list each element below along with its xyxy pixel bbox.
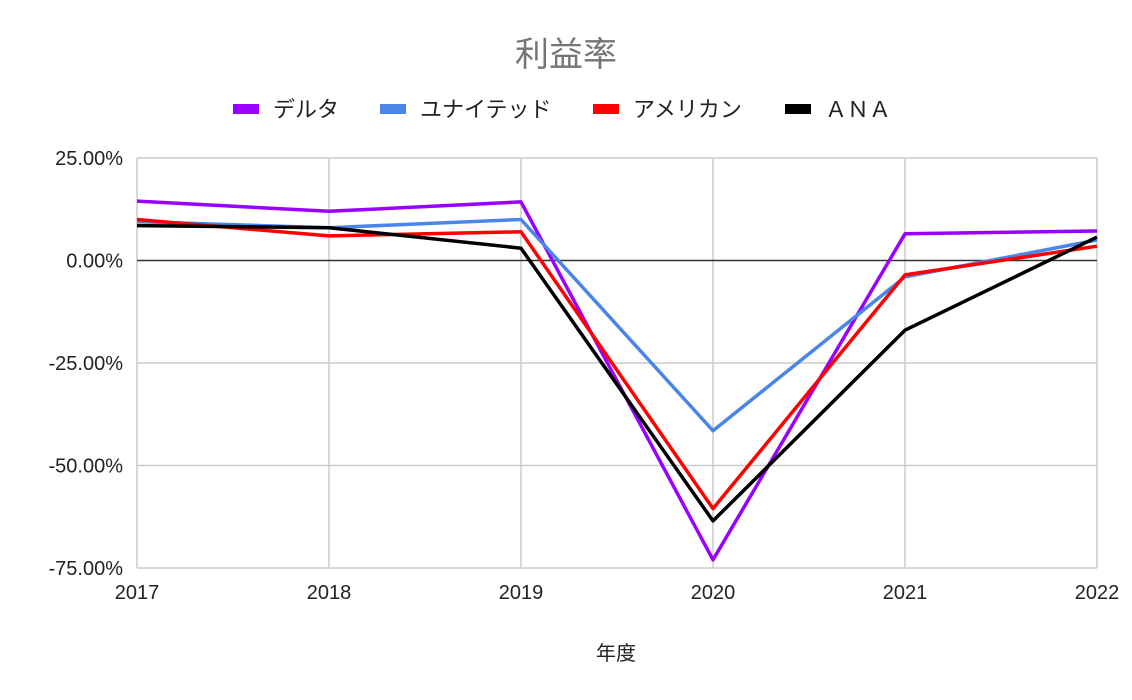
x-tick-label: 2017 <box>115 582 160 604</box>
series-line-3 <box>136 217 1098 511</box>
y-tick-label: 25.00% <box>55 148 123 170</box>
x-tick-label: 2022 <box>1075 582 1120 604</box>
y-tick-label: -50.00% <box>49 456 124 478</box>
x-axis-label: 年度 <box>596 641 636 665</box>
y-tick-label: 0.00% <box>66 251 123 273</box>
legend: デルタ ユナイテッド アメリカン ＡＮＡ <box>233 98 891 123</box>
chart-title: 利益率 <box>515 35 617 75</box>
legend-label: デルタ <box>273 98 339 123</box>
legend-swatch <box>593 104 619 114</box>
x-tick-label: 2021 <box>883 582 928 604</box>
legend-swatch <box>233 104 259 114</box>
legend-label: アメリカン <box>633 98 742 123</box>
series-line-2 <box>136 217 1098 433</box>
series-line-1 <box>136 199 1098 562</box>
legend-item: デルタ <box>233 98 339 123</box>
legend-item: ユナイテッド <box>380 98 552 123</box>
y-tick-label: -25.00% <box>49 353 124 375</box>
y-tick-label: -75.00% <box>49 558 124 580</box>
x-tick-label: 2019 <box>499 582 544 604</box>
legend-label: ＡＮＡ <box>825 98 891 123</box>
gridlines <box>136 157 1098 569</box>
series-lines <box>136 199 1098 562</box>
y-axis-ticks: 25.00% 0.00% -25.00% -50.00% -75.00% <box>49 148 124 580</box>
x-axis-ticks: 2017 2018 2019 2020 2021 2022 <box>115 582 1120 604</box>
x-tick-label: 2020 <box>691 582 736 604</box>
legend-swatch <box>785 104 811 114</box>
legend-swatch <box>380 104 406 114</box>
series-line-4 <box>136 223 1098 523</box>
x-tick-label: 2018 <box>307 582 352 604</box>
legend-label: ユナイテッド <box>420 98 552 123</box>
legend-item: アメリカン <box>593 98 742 123</box>
legend-item: ＡＮＡ <box>785 98 891 123</box>
